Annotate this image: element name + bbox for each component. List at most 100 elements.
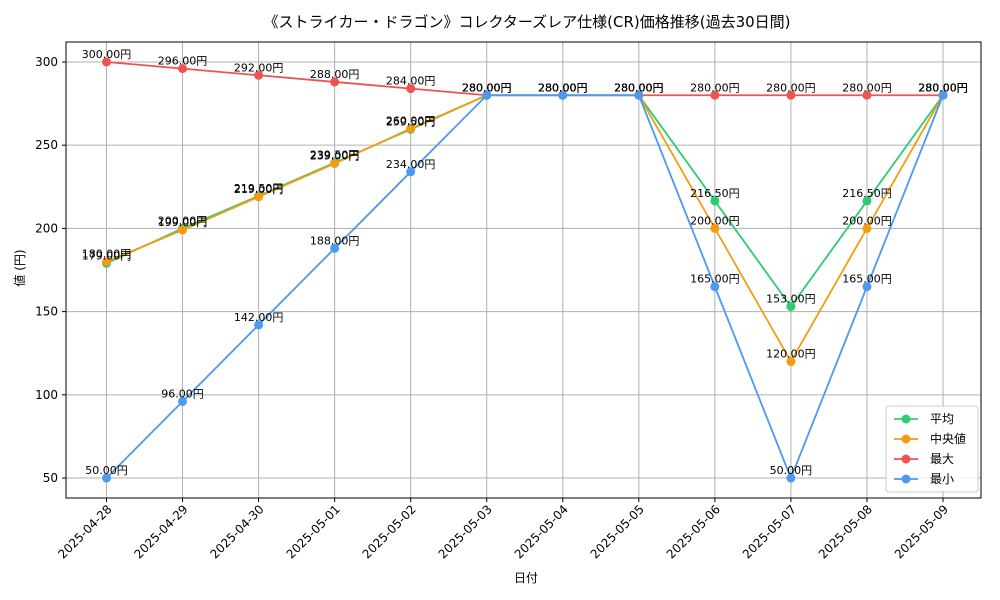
data-label: 300.00円 [82, 48, 132, 61]
data-label: 50.00円 [770, 464, 813, 477]
data-label: 96.00円 [161, 387, 204, 400]
data-label: 280.00円 [538, 81, 588, 94]
y-axis-label: 値 (円) [12, 249, 27, 286]
data-point [786, 90, 796, 100]
data-label: 239.50円 [310, 149, 360, 162]
data-label: 280.00円 [690, 81, 740, 94]
data-label: 50.00円 [85, 464, 128, 477]
data-label: 216.50円 [690, 187, 740, 200]
data-label: 165.00円 [842, 273, 892, 286]
data-label: 280.00円 [766, 81, 816, 94]
data-label: 280.00円 [538, 81, 588, 94]
data-point [710, 282, 720, 292]
data-point [330, 243, 340, 253]
data-label: 259.50円 [386, 115, 436, 128]
legend-marker [901, 454, 911, 464]
legend-marker [901, 434, 911, 444]
data-label: 280.00円 [614, 81, 664, 94]
data-point [406, 84, 416, 94]
data-label: 120.00円 [766, 348, 816, 361]
data-label: 280.00円 [538, 81, 588, 94]
data-label: 153.00円 [766, 293, 816, 306]
data-label: 280.00円 [538, 81, 588, 94]
data-label: 142.00円 [234, 311, 284, 324]
data-point [330, 77, 340, 87]
legend-label: 平均 [930, 412, 954, 426]
y-tick-label: 200 [35, 221, 58, 235]
data-point [254, 320, 264, 330]
data-label: 280.00円 [462, 81, 512, 94]
data-point [862, 282, 872, 292]
y-tick-label: 100 [35, 388, 58, 402]
data-point [102, 57, 111, 67]
data-label: 234.00円 [386, 158, 436, 171]
data-label: 165.00円 [690, 273, 740, 286]
legend-label: 中央値 [930, 431, 966, 446]
data-point [710, 196, 720, 206]
plot-frame [65, 41, 982, 499]
grid [66, 42, 981, 498]
data-label: 216.50円 [842, 187, 892, 200]
data-label: 296.00円 [158, 55, 208, 68]
data-label: 280.00円 [918, 81, 968, 94]
data-label: 288.00円 [310, 68, 360, 81]
data-labels: 179.00円 200.00円 219.50円 239.50円 259.50円 280.0… [82, 48, 968, 477]
data-point [254, 192, 264, 202]
series-group [102, 57, 948, 483]
legend-marker [901, 414, 911, 424]
data-label: 280.00円 [462, 81, 512, 94]
data-label: 280.00円 [842, 81, 892, 94]
data-point [710, 223, 720, 233]
data-label: 179.00円 [82, 249, 132, 262]
y-tick-label: 50 [43, 471, 58, 485]
data-label: 188.00円 [310, 234, 360, 247]
data-label: 180.00円 [82, 248, 132, 261]
y-tick-label: 250 [35, 138, 58, 152]
data-label: 280.00円 [918, 81, 968, 94]
data-point [102, 257, 111, 267]
data-point [786, 473, 796, 483]
data-point [178, 225, 188, 235]
data-label: 280.00円 [462, 81, 512, 94]
data-point [786, 357, 796, 367]
legend-box [885, 405, 979, 493]
chart-title: 《ストライカー・ドラゴン》コレクターズレア仕様(CR)価格推移(過去30日間) [263, 13, 790, 31]
data-label: 239.00円 [310, 149, 360, 162]
data-point [862, 223, 872, 233]
data-point [786, 302, 796, 312]
data-label: 280.00円 [614, 81, 664, 94]
data-point [862, 196, 872, 206]
data-label: 200.00円 [842, 214, 892, 227]
data-point [558, 90, 568, 100]
legend-marker [901, 474, 911, 484]
data-point [634, 90, 644, 100]
data-point [406, 124, 416, 134]
data-label: 280.00円 [462, 81, 512, 94]
data-label: 200.00円 [158, 214, 208, 227]
data-point [938, 90, 948, 100]
data-label: 200.00円 [690, 214, 740, 227]
data-label: 280.00円 [614, 81, 664, 94]
data-label: 280.00円 [614, 81, 664, 94]
data-point [254, 70, 264, 80]
data-point [482, 90, 492, 100]
y-tick-label: 150 [35, 305, 58, 319]
data-point [102, 473, 111, 483]
series-line [105, 94, 944, 481]
data-point [406, 167, 416, 177]
y-tick-label: 300 [35, 55, 58, 69]
data-label: 199.00円 [158, 216, 208, 229]
data-point [178, 396, 188, 406]
data-label: 280.00円 [918, 81, 968, 94]
data-point [862, 90, 872, 100]
data-label: 219.00円 [234, 183, 284, 196]
data-label: 284.00円 [386, 75, 436, 88]
data-point [330, 158, 340, 168]
x-axis-label: 日付 [514, 571, 538, 585]
data-point [178, 64, 188, 74]
data-label: 292.00円 [234, 61, 284, 74]
data-point [710, 90, 720, 100]
data-label: 219.50円 [234, 182, 284, 195]
